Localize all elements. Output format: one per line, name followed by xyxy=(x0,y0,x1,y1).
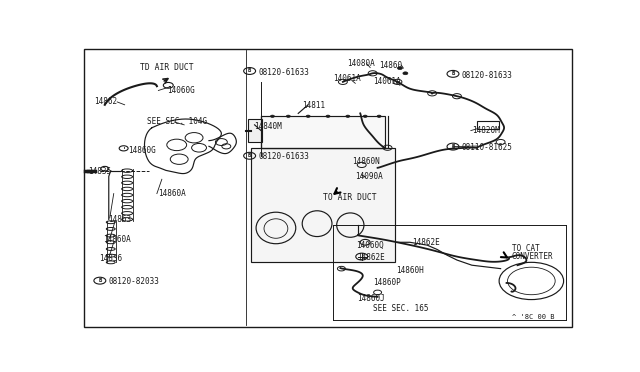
Text: TO AIR DUCT: TO AIR DUCT xyxy=(323,193,377,202)
Circle shape xyxy=(271,115,275,118)
Text: 08120-61633: 08120-61633 xyxy=(259,153,309,161)
Circle shape xyxy=(286,115,291,118)
Text: B: B xyxy=(98,278,102,283)
Text: 14090A: 14090A xyxy=(355,173,383,182)
Text: B: B xyxy=(248,153,252,158)
Text: 14060Q: 14060Q xyxy=(356,241,383,250)
Text: 14860A: 14860A xyxy=(158,189,186,198)
Text: TO CAT: TO CAT xyxy=(511,244,540,253)
Text: 14840M: 14840M xyxy=(255,122,282,131)
Circle shape xyxy=(306,115,310,118)
Text: 14061A: 14061A xyxy=(333,74,361,83)
Text: ^ '8C 00 B: ^ '8C 00 B xyxy=(511,314,554,320)
Text: 14860A: 14860A xyxy=(103,235,131,244)
Text: 14862: 14862 xyxy=(94,97,117,106)
Bar xyxy=(261,116,385,148)
Circle shape xyxy=(364,115,367,118)
Text: 14862E: 14862E xyxy=(412,238,440,247)
Circle shape xyxy=(377,115,381,118)
Circle shape xyxy=(397,67,403,70)
Text: 14835: 14835 xyxy=(88,167,111,176)
Circle shape xyxy=(346,115,350,118)
Text: 08120-82033: 08120-82033 xyxy=(109,277,159,286)
Text: SEE SEC. 104G: SEE SEC. 104G xyxy=(147,118,207,126)
Text: 14061A: 14061A xyxy=(372,77,401,86)
Text: 08120-61633: 08120-61633 xyxy=(259,68,309,77)
Text: TD AIR DUCT: TD AIR DUCT xyxy=(140,63,193,72)
Text: B: B xyxy=(451,71,454,76)
Text: CONVERTER: CONVERTER xyxy=(511,251,553,260)
Text: 14060G: 14060G xyxy=(167,86,195,95)
Text: 14811: 14811 xyxy=(302,102,325,110)
Text: 08120-81633: 08120-81633 xyxy=(462,71,513,80)
Text: 08110-81625: 08110-81625 xyxy=(462,143,513,152)
Bar xyxy=(248,119,262,142)
Text: 14860G: 14860G xyxy=(129,145,156,154)
Text: 14860J: 14860J xyxy=(356,295,385,304)
Bar xyxy=(251,148,395,262)
Text: 14820M: 14820M xyxy=(472,126,500,135)
Text: B: B xyxy=(248,68,252,74)
Text: 14836: 14836 xyxy=(99,254,122,263)
Text: 14860P: 14860P xyxy=(372,279,401,288)
Text: 14860: 14860 xyxy=(380,61,403,70)
Text: B: B xyxy=(451,144,454,149)
Text: 14863: 14863 xyxy=(108,215,131,224)
Text: 14080A: 14080A xyxy=(347,59,374,68)
Text: 14860H: 14860H xyxy=(396,266,424,275)
Bar xyxy=(477,121,499,129)
Circle shape xyxy=(403,72,408,75)
Circle shape xyxy=(326,115,330,118)
Text: 14862E: 14862E xyxy=(356,253,385,262)
Text: 14860N: 14860N xyxy=(352,157,380,166)
Text: SEE SEC. 165: SEE SEC. 165 xyxy=(372,304,428,312)
